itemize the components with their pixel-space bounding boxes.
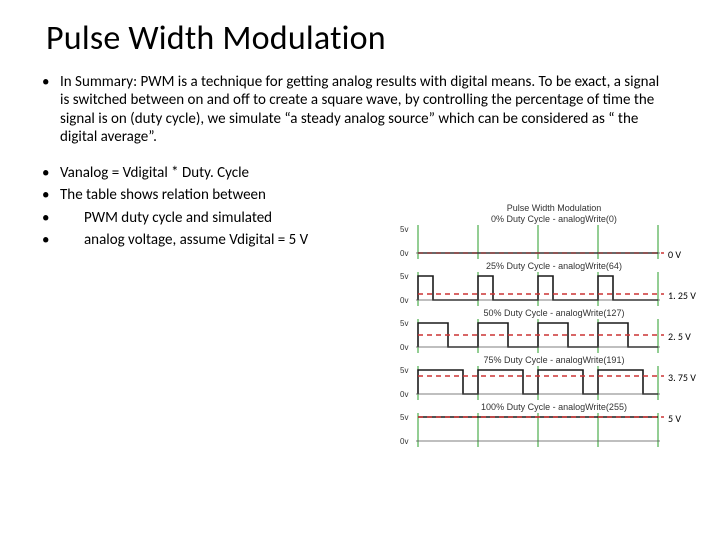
y-label-bot: 0v [400,296,408,305]
y-label-top: 5v [400,272,408,281]
y-label-top: 5v [400,225,408,234]
wave-row: 75% Duty Cycle - analogWrite(191)5v 0v 3. … [400,355,708,400]
formula-list: Vanalog = Vdigital * Duty. Cycle The tab… [28,164,394,253]
y-label-top: 5v [400,319,408,328]
wave-row: 100% Duty Cycle - analogWrite(255)5v 0v 5 … [400,402,708,447]
page-title: Pulse Width Modulation [46,18,692,59]
voltage-annotation: 5 V [668,412,681,425]
wave-svg [400,319,668,353]
wave-svg [400,272,668,306]
wave-svg [400,225,668,259]
formula-bullet: Vanalog = Vdigital * Duty. Cycle [34,164,394,182]
summary-bullet: In Summary: PWM is a technique for getti… [34,73,668,146]
voltage-annotation: 3. 75 V [668,371,696,384]
voltage-annotation: 1. 25 V [668,289,696,302]
relation-bullet-2: PWM duty cycle and simulated [34,209,394,227]
y-label-bot: 0v [400,437,408,446]
y-label-top: 5v [400,413,408,422]
wave-svg [400,366,668,400]
wave-row: 50% Duty Cycle - analogWrite(127)5v 0v 2. … [400,308,708,353]
wave-row-title: 0% Duty Cycle - analogWrite(0) [400,214,708,224]
wave-svg [400,413,668,447]
pwm-diagram: Pulse Width Modulation 0% Duty Cycle - a… [400,203,708,449]
summary-list: In Summary: PWM is a technique for getti… [28,73,668,146]
wave-row-title: 100% Duty Cycle - analogWrite(255) [400,402,708,412]
wave-row: 0% Duty Cycle - analogWrite(0)5v 0v 0 V [400,214,708,259]
relation-bullet-3: analog voltage, assume Vdigital = 5 V [34,231,394,249]
relation-bullet-1: The table shows relation between [34,186,394,204]
wave-row: 25% Duty Cycle - analogWrite(64)5v 0v 1. 2… [400,261,708,306]
diagram-heading: Pulse Width Modulation [400,203,708,213]
wave-row-title: 25% Duty Cycle - analogWrite(64) [400,261,708,271]
wave-row-title: 75% Duty Cycle - analogWrite(191) [400,355,708,365]
square-wave [418,276,658,300]
wave-row-title: 50% Duty Cycle - analogWrite(127) [400,308,708,318]
voltage-annotation: 2. 5 V [668,330,691,343]
square-wave [418,370,658,394]
voltage-annotation: 0 V [668,248,681,261]
y-label-bot: 0v [400,249,408,258]
y-label-bot: 0v [400,343,408,352]
y-label-bot: 0v [400,390,408,399]
y-label-top: 5v [400,366,408,375]
